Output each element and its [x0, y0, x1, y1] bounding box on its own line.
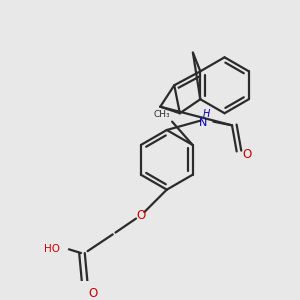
Text: O: O [242, 148, 251, 161]
Text: O: O [136, 209, 145, 222]
Text: H: H [203, 109, 211, 119]
Text: O: O [88, 286, 98, 300]
Text: HO: HO [44, 244, 60, 254]
Text: CH₃: CH₃ [154, 110, 170, 119]
Text: N: N [199, 118, 207, 128]
